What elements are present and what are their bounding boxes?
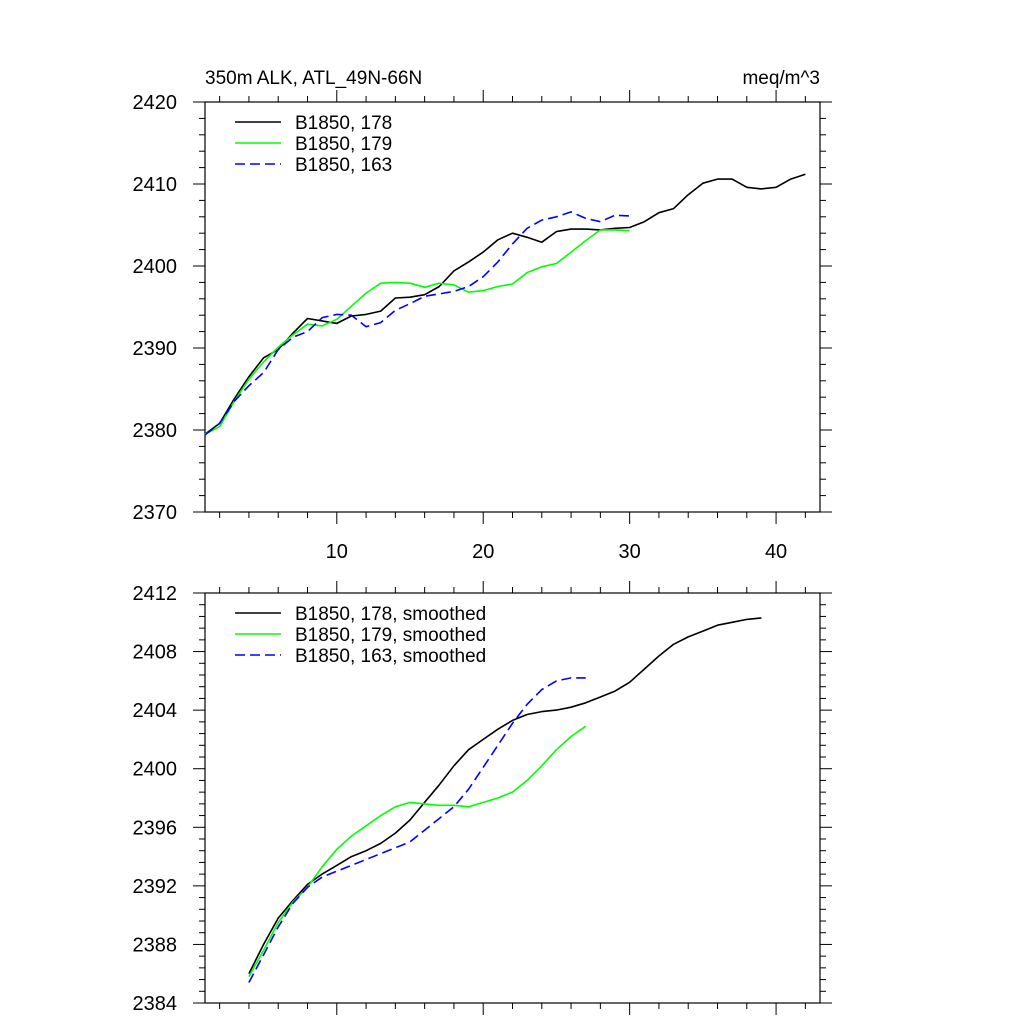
x-tick-label: 20 (472, 541, 494, 563)
y-tick-label: 2412 (133, 583, 178, 605)
y-tick-label: 2420 (133, 92, 178, 114)
y-tick-label: 2400 (133, 759, 178, 781)
bottom-panel: 2384 2388 2392 2396 2400 2404 2408 2412 B1850, 1… (133, 581, 832, 1015)
y-tick-label: 2400 (133, 256, 178, 278)
y-tick-label: 2380 (133, 420, 178, 442)
y-tick-label: 2384 (133, 993, 178, 1015)
series-line-2 (248, 725, 587, 977)
series-line-1 (248, 617, 762, 975)
series-line-1 (204, 173, 806, 435)
series-line-3 (248, 677, 586, 983)
y-tick-label: 2370 (133, 502, 178, 524)
x-tick-label: 10 (326, 541, 348, 563)
chart-title: 350m ALK, ATL_49N-66N (205, 68, 422, 89)
legend-label-2: B1850, 179, smoothed (295, 625, 486, 646)
y-tick-label: 2388 (133, 934, 178, 956)
legend-label-3: B1850, 163 (295, 155, 392, 176)
legend-label-1: B1850, 178 (295, 113, 392, 134)
x-tick-label: 30 (619, 541, 641, 563)
series-line-2 (204, 229, 630, 435)
y-tick-label: 2410 (133, 174, 178, 196)
top-panel: 10 20 30 40 2370 2380 2390 2400 2410 2420 B1850, 1… (133, 90, 832, 563)
units-label: meq/m^3 (742, 68, 820, 89)
legend-label-3: B1850, 163, smoothed (295, 646, 486, 667)
y-tick-label: 2390 (133, 338, 178, 360)
y-tick-label: 2392 (133, 876, 178, 898)
y-tick-label: 2396 (133, 817, 178, 839)
series-line-3 (204, 211, 630, 436)
y-tick-label: 2408 (133, 642, 178, 664)
y-tick-label: 2404 (133, 700, 178, 722)
legend-label-1: B1850, 178, smoothed (295, 604, 486, 625)
legend-label-2: B1850, 179 (295, 134, 392, 155)
x-tick-label: 40 (765, 541, 787, 563)
